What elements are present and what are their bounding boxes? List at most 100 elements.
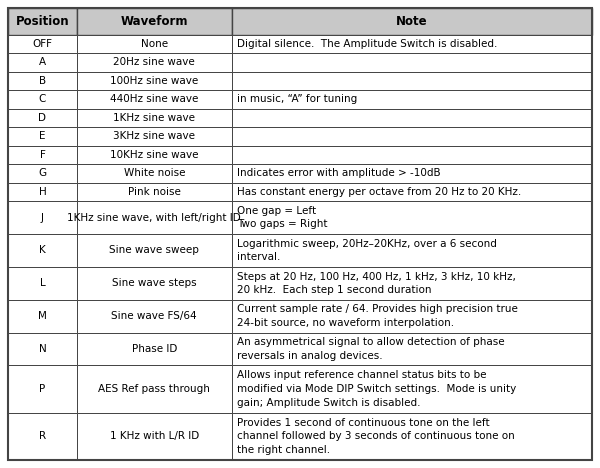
Bar bbox=[77, 413, 232, 460]
Bar bbox=[232, 201, 592, 234]
Text: 20Hz sine wave: 20Hz sine wave bbox=[113, 58, 195, 67]
Bar bbox=[8, 413, 77, 460]
Bar bbox=[8, 164, 77, 183]
Text: One gap = Left: One gap = Left bbox=[236, 206, 316, 216]
Text: Phase ID: Phase ID bbox=[131, 344, 177, 354]
Text: Note: Note bbox=[396, 15, 428, 28]
Bar bbox=[232, 127, 592, 146]
Bar bbox=[232, 8, 592, 35]
Bar bbox=[232, 366, 592, 413]
Text: H: H bbox=[38, 187, 46, 197]
Bar bbox=[232, 413, 592, 460]
Bar bbox=[8, 267, 77, 300]
Bar bbox=[77, 127, 232, 146]
Bar bbox=[77, 183, 232, 201]
Bar bbox=[8, 109, 77, 127]
Text: AES Ref pass through: AES Ref pass through bbox=[98, 384, 210, 394]
Bar bbox=[232, 90, 592, 109]
Text: Indicates error with amplitude > -10dB: Indicates error with amplitude > -10dB bbox=[236, 168, 440, 178]
Bar bbox=[77, 53, 232, 72]
Bar bbox=[8, 35, 77, 53]
Text: N: N bbox=[38, 344, 46, 354]
Text: 1KHz sine wave, with left/right ID: 1KHz sine wave, with left/right ID bbox=[67, 212, 241, 223]
Text: Sine wave sweep: Sine wave sweep bbox=[109, 245, 199, 256]
Bar bbox=[77, 234, 232, 267]
Text: Logarithmic sweep, 20Hz–20KHz, over a 6 second: Logarithmic sweep, 20Hz–20KHz, over a 6 … bbox=[236, 239, 497, 249]
Bar bbox=[8, 127, 77, 146]
Text: An asymmetrical signal to allow detection of phase: An asymmetrical signal to allow detectio… bbox=[236, 337, 504, 347]
Bar bbox=[8, 234, 77, 267]
Bar bbox=[8, 300, 77, 333]
Bar bbox=[232, 72, 592, 90]
Text: Allows input reference channel status bits to be: Allows input reference channel status bi… bbox=[236, 370, 486, 380]
Bar bbox=[232, 53, 592, 72]
Text: reversals in analog devices.: reversals in analog devices. bbox=[236, 351, 382, 361]
Text: G: G bbox=[38, 168, 47, 178]
Text: Digital silence.  The Amplitude Switch is disabled.: Digital silence. The Amplitude Switch is… bbox=[236, 39, 497, 49]
Bar bbox=[8, 72, 77, 90]
Text: Pink noise: Pink noise bbox=[128, 187, 181, 197]
Text: the right channel.: the right channel. bbox=[236, 445, 330, 455]
Text: P: P bbox=[40, 384, 46, 394]
Bar bbox=[232, 267, 592, 300]
Bar bbox=[8, 183, 77, 201]
Bar bbox=[77, 267, 232, 300]
Text: Provides 1 second of continuous tone on the left: Provides 1 second of continuous tone on … bbox=[236, 417, 489, 428]
Bar bbox=[77, 300, 232, 333]
Text: gain; Amplitude Switch is disabled.: gain; Amplitude Switch is disabled. bbox=[236, 398, 420, 408]
Text: J: J bbox=[41, 212, 44, 223]
Text: OFF: OFF bbox=[32, 39, 52, 49]
Text: M: M bbox=[38, 311, 47, 321]
Text: 10KHz sine wave: 10KHz sine wave bbox=[110, 150, 199, 160]
Text: Sine wave FS/64: Sine wave FS/64 bbox=[112, 311, 197, 321]
Bar bbox=[8, 366, 77, 413]
Bar bbox=[8, 146, 77, 164]
Bar bbox=[77, 164, 232, 183]
Text: Waveform: Waveform bbox=[121, 15, 188, 28]
Text: channel followed by 3 seconds of continuous tone on: channel followed by 3 seconds of continu… bbox=[236, 431, 514, 441]
Text: 3KHz sine wave: 3KHz sine wave bbox=[113, 132, 195, 141]
Bar bbox=[8, 53, 77, 72]
Text: Two gaps = Right: Two gaps = Right bbox=[236, 219, 327, 229]
Text: 20 kHz.  Each step 1 second duration: 20 kHz. Each step 1 second duration bbox=[236, 285, 431, 295]
Text: Steps at 20 Hz, 100 Hz, 400 Hz, 1 kHz, 3 kHz, 10 kHz,: Steps at 20 Hz, 100 Hz, 400 Hz, 1 kHz, 3… bbox=[236, 271, 515, 282]
Bar bbox=[77, 72, 232, 90]
Bar bbox=[232, 164, 592, 183]
Bar bbox=[77, 333, 232, 366]
Bar bbox=[77, 35, 232, 53]
Text: in music, “A” for tuning: in music, “A” for tuning bbox=[236, 95, 357, 104]
Text: B: B bbox=[39, 76, 46, 86]
Text: White noise: White noise bbox=[124, 168, 185, 178]
Bar bbox=[8, 333, 77, 366]
Text: None: None bbox=[141, 39, 168, 49]
Bar bbox=[77, 109, 232, 127]
Text: Position: Position bbox=[16, 15, 69, 28]
Text: K: K bbox=[39, 245, 46, 256]
Bar bbox=[232, 234, 592, 267]
Text: Has constant energy per octave from 20 Hz to 20 KHz.: Has constant energy per octave from 20 H… bbox=[236, 187, 521, 197]
Text: 100Hz sine wave: 100Hz sine wave bbox=[110, 76, 199, 86]
Bar bbox=[8, 201, 77, 234]
Text: 1 KHz with L/R ID: 1 KHz with L/R ID bbox=[110, 431, 199, 441]
Bar bbox=[232, 35, 592, 53]
Bar bbox=[8, 90, 77, 109]
Text: D: D bbox=[38, 113, 46, 123]
Text: 1KHz sine wave: 1KHz sine wave bbox=[113, 113, 195, 123]
Bar bbox=[232, 333, 592, 366]
Bar bbox=[232, 183, 592, 201]
Text: 24-bit source, no waveform interpolation.: 24-bit source, no waveform interpolation… bbox=[236, 318, 454, 328]
Bar bbox=[77, 146, 232, 164]
Bar bbox=[77, 90, 232, 109]
Bar bbox=[77, 366, 232, 413]
Bar bbox=[8, 8, 77, 35]
Bar bbox=[232, 109, 592, 127]
Text: modified via Mode DIP Switch settings.  Mode is unity: modified via Mode DIP Switch settings. M… bbox=[236, 384, 516, 394]
Text: F: F bbox=[40, 150, 46, 160]
Text: L: L bbox=[40, 278, 46, 288]
Bar bbox=[77, 201, 232, 234]
Text: 440Hz sine wave: 440Hz sine wave bbox=[110, 95, 199, 104]
Bar bbox=[232, 146, 592, 164]
Text: R: R bbox=[39, 431, 46, 441]
Text: A: A bbox=[39, 58, 46, 67]
Text: interval.: interval. bbox=[236, 252, 280, 262]
